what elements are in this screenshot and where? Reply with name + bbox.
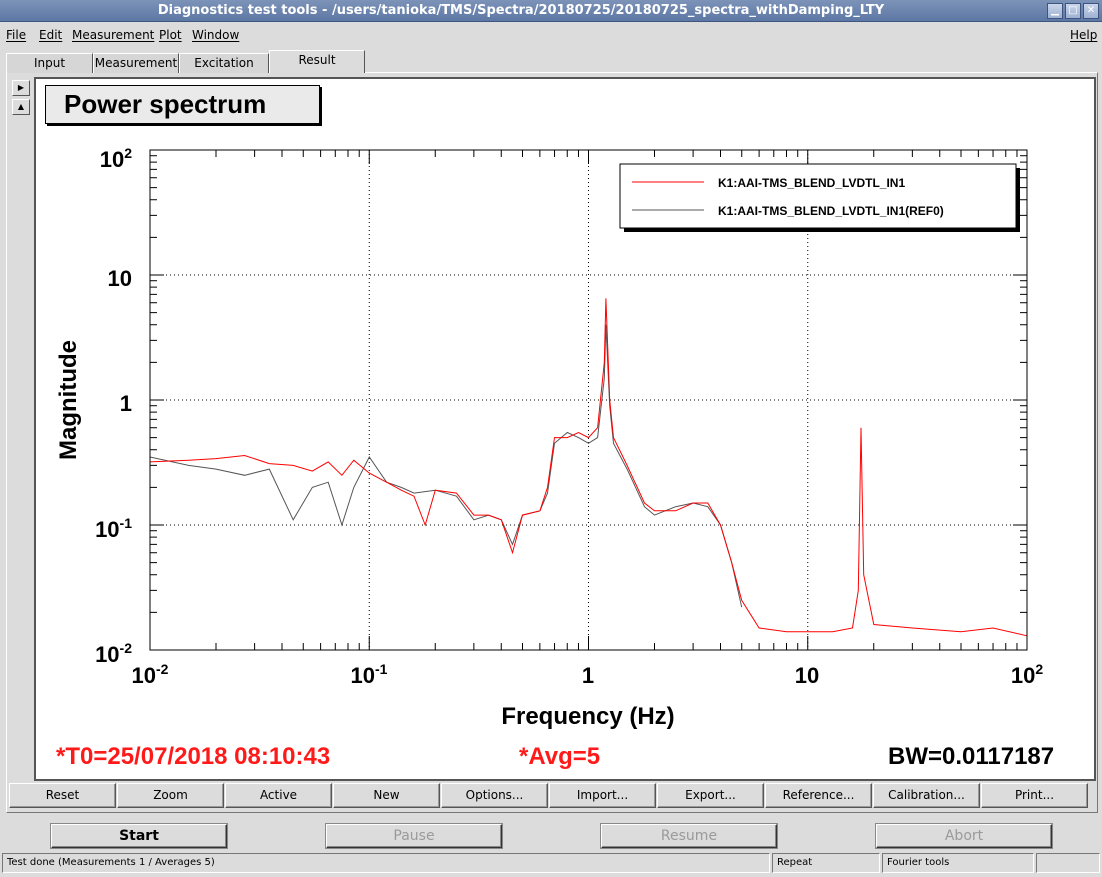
- expand-up-arrow-icon[interactable]: ▲: [12, 99, 30, 115]
- status-message: Test done (Measurements 1 / Averages 5): [2, 853, 770, 873]
- x-tick-label: 102: [1011, 661, 1043, 688]
- plot-canvas[interactable]: 10-2 10-1 1 10 102 102 10 1 10-1 10-2 Fr…: [34, 77, 1096, 781]
- series-lines: [149, 298, 1028, 637]
- x-tick-label: 10-2: [132, 661, 169, 688]
- y-tick-label: 10-2: [95, 640, 132, 667]
- tab-panel: [6, 72, 1098, 813]
- plot-title: Power spectrum: [45, 85, 320, 124]
- legend-entry: K1:AAI-TMS_BLEND_LVDTL_IN1: [718, 176, 905, 190]
- x-tick-label: 10: [795, 663, 819, 688]
- menu-plot[interactable]: Plot: [159, 28, 182, 42]
- print-button[interactable]: Print...: [981, 783, 1088, 808]
- menu-edit[interactable]: Edit: [39, 28, 63, 42]
- import-button[interactable]: Import...: [549, 783, 656, 808]
- maximize-button[interactable]: □: [1065, 3, 1081, 19]
- menu-measurement[interactable]: Measurement: [72, 28, 155, 42]
- y-tick-label: 102: [100, 145, 132, 172]
- power-spectrum-plot[interactable]: 10-2 10-1 1 10 102 102 10 1 10-1 10-2 Fr…: [36, 79, 1094, 779]
- status-tool: Fourier tools: [882, 853, 1034, 873]
- x-axis-label: Frequency (Hz): [501, 703, 674, 730]
- reset-button[interactable]: Reset: [9, 783, 116, 808]
- t0-label: *T0=25/07/2018 08:10:43: [56, 743, 331, 770]
- tick-labels: 10-2 10-1 1 10 102 102 10 1 10-1 10-2: [95, 145, 1043, 688]
- menu-window[interactable]: Window: [192, 28, 240, 42]
- reference-button[interactable]: Reference...: [765, 783, 872, 808]
- x-tick-label: 10-1: [351, 661, 388, 688]
- legend: K1:AAI-TMS_BLEND_LVDTL_IN1 K1:AAI-TMS_BL…: [619, 163, 1020, 232]
- y-tick-label: 10: [108, 266, 132, 291]
- menu-file[interactable]: File: [6, 28, 27, 42]
- minimize-button[interactable]: ▁: [1047, 3, 1063, 19]
- pause-button[interactable]: Pause: [326, 824, 502, 848]
- tab-result[interactable]: Result: [269, 50, 365, 73]
- x-tick-label: 1: [582, 663, 594, 688]
- tab-measurement[interactable]: Measurement: [93, 53, 179, 73]
- close-button[interactable]: ✕: [1083, 3, 1099, 19]
- status-bar: Test done (Measurements 1 / Averages 5) …: [0, 853, 1102, 877]
- y-tick-label: 1: [120, 391, 132, 416]
- window-title: Diagnostics test tools - /users/tanioka/…: [157, 3, 885, 18]
- active-button[interactable]: Active: [225, 783, 332, 808]
- series-line-1: [149, 324, 743, 608]
- abort-button[interactable]: Abort: [876, 824, 1052, 848]
- zoom-button[interactable]: Zoom: [117, 783, 224, 808]
- status-empty: [1036, 853, 1100, 873]
- bw-label: BW=0.0117187: [888, 743, 1055, 770]
- y-tick-label: 10-1: [95, 515, 132, 542]
- series-line-0: [149, 298, 1028, 637]
- options-button[interactable]: Options...: [441, 783, 548, 808]
- new-button[interactable]: New: [333, 783, 440, 808]
- legend-entry: K1:AAI-TMS_BLEND_LVDTL_IN1(REF0): [718, 204, 944, 218]
- tab-excitation[interactable]: Excitation: [179, 53, 269, 73]
- calibration-button[interactable]: Calibration...: [873, 783, 980, 808]
- expand-right-arrow-icon[interactable]: ▶: [12, 80, 30, 96]
- resume-button[interactable]: Resume: [601, 824, 777, 848]
- avg-label: *Avg=5: [519, 743, 601, 770]
- axis-ticks: [149, 150, 1027, 651]
- start-button[interactable]: Start: [51, 824, 227, 848]
- export-button[interactable]: Export...: [657, 783, 764, 808]
- menu-help[interactable]: Help: [1070, 28, 1098, 42]
- grid-lines: [150, 150, 1027, 650]
- tab-input[interactable]: Input: [6, 53, 93, 73]
- plot-button-row: Reset Zoom Active New Options... Import.…: [9, 783, 1089, 809]
- y-axis-label: Magnitude: [55, 340, 82, 460]
- status-repeat: Repeat: [772, 853, 880, 873]
- title-bar[interactable]: Diagnostics test tools - /users/tanioka/…: [0, 0, 1102, 22]
- menu-bar: File Edit Measurement Plot Window Help: [0, 23, 1102, 47]
